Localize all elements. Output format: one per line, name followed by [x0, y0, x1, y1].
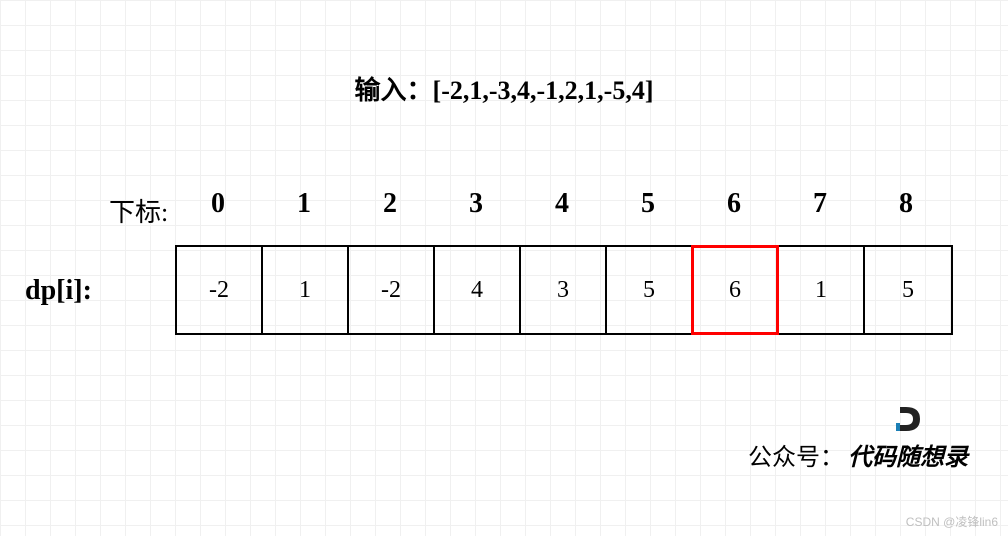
index-cell: 7	[777, 188, 863, 220]
input-array: [-2,1,-3,4,-1,2,1,-5,4]	[433, 76, 654, 105]
footer-brand-text: 代码随想录	[848, 445, 968, 471]
dp-cell: -2	[349, 247, 435, 333]
index-label: 下标:	[109, 192, 168, 229]
index-cell: 3	[433, 188, 519, 220]
footer-label: 公众号：	[748, 437, 844, 472]
index-cell: 5	[605, 188, 691, 220]
footer-brand: 代码随想录	[848, 437, 968, 472]
index-cell: 6	[691, 188, 777, 220]
footer-credit: 公众号： 代码随想录	[748, 437, 968, 472]
dp-cell: -2	[177, 247, 263, 333]
input-title: 输入：[-2,1,-3,4,-1,2,1,-5,4]	[0, 70, 1008, 107]
dp-label: dp[i]:	[25, 275, 92, 307]
index-cell: 4	[519, 188, 605, 220]
watermark: CSDN @凌锋lin6	[906, 513, 998, 530]
index-row: 012345678	[175, 188, 949, 220]
dp-cell: 5	[865, 247, 951, 333]
dp-row: -21-2435615	[175, 245, 953, 335]
dp-cell: 1	[263, 247, 349, 333]
index-cell: 0	[175, 188, 261, 220]
dp-cell: 3	[521, 247, 607, 333]
dp-cell: 4	[435, 247, 521, 333]
brand-logo-icon	[894, 405, 922, 433]
index-cell: 8	[863, 188, 949, 220]
index-cell: 2	[347, 188, 433, 220]
input-prefix: 输入：	[355, 76, 433, 105]
dp-cell: 1	[779, 247, 865, 333]
index-cell: 1	[261, 188, 347, 220]
dp-cell: 6	[693, 247, 779, 333]
dp-cell: 5	[607, 247, 693, 333]
